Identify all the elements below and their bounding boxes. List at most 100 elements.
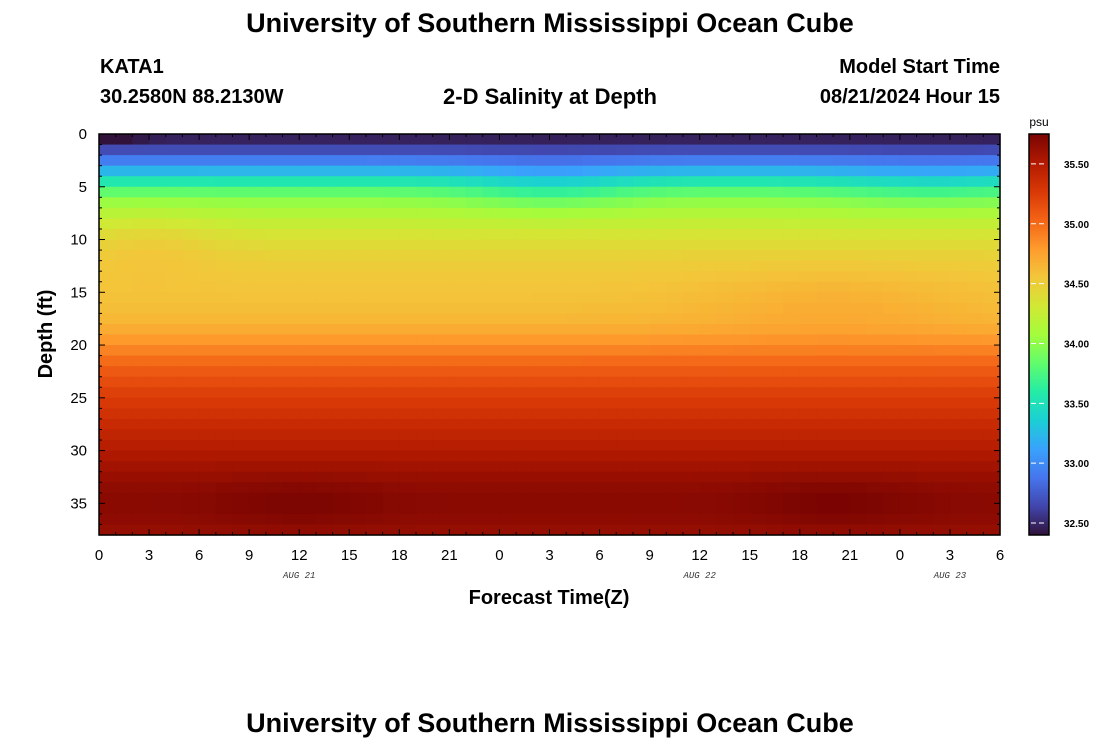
- heatmap-cell: [949, 440, 968, 452]
- heatmap-cell: [983, 281, 1001, 293]
- heatmap-cell: [532, 429, 551, 441]
- heatmap-cell: [482, 397, 501, 409]
- heatmap-cell: [449, 513, 467, 526]
- heatmap-cell: [265, 271, 284, 283]
- heatmap-cell: [432, 228, 450, 241]
- heatmap-cell: [766, 524, 784, 536]
- heatmap-cell: [249, 482, 267, 494]
- heatmap-cell: [265, 376, 284, 388]
- heatmap-cell: [215, 440, 234, 452]
- heatmap-cell: [616, 292, 634, 304]
- heatmap-cell: [99, 260, 117, 272]
- heatmap-cell: [783, 397, 801, 409]
- heatmap-cell: [816, 228, 834, 241]
- heatmap-cell: [99, 207, 117, 220]
- heatmap-cell: [599, 271, 617, 283]
- heatmap-cell: [899, 492, 918, 504]
- heatmap-cell: [749, 292, 768, 304]
- heatmap-cell: [749, 197, 768, 209]
- heatmap-cell: [682, 197, 701, 209]
- heatmap-cell: [933, 513, 951, 526]
- heatmap-cell: [315, 440, 334, 452]
- heatmap-cell: [682, 165, 701, 177]
- heatmap-cell: [833, 302, 851, 314]
- heatmap-cell: [933, 323, 951, 336]
- heatmap-cell: [599, 429, 617, 441]
- heatmap-cell: [799, 134, 818, 146]
- heatmap-cell: [149, 218, 167, 230]
- heatmap-cell: [532, 134, 551, 146]
- heatmap-cell: [149, 292, 167, 304]
- heatmap-cell: [466, 482, 484, 494]
- heatmap-cell: [332, 271, 350, 283]
- heatmap-cell: [549, 440, 567, 452]
- heatmap-cell: [232, 165, 250, 177]
- heatmap-cell: [799, 302, 818, 314]
- heatmap-cell: [749, 482, 768, 494]
- heatmap-cell: [549, 271, 567, 283]
- heatmap-cell: [783, 429, 801, 441]
- heatmap-cell: [983, 418, 1001, 431]
- heatmap-cell: [349, 376, 367, 388]
- heatmap-cell: [282, 471, 300, 483]
- heatmap-cell: [949, 323, 968, 336]
- heatmap-cell: [149, 271, 167, 283]
- heatmap-cell: [616, 366, 634, 378]
- heatmap-cell: [399, 366, 417, 378]
- heatmap-cell: [566, 376, 584, 388]
- heatmap-cell: [466, 313, 484, 325]
- heatmap-cell: [516, 345, 534, 357]
- heatmap-cell: [532, 186, 551, 198]
- heatmap-cell: [332, 482, 350, 494]
- heatmap-cell: [282, 250, 300, 262]
- heatmap-cell: [182, 292, 200, 304]
- heatmap-cell: [733, 345, 751, 357]
- heatmap-cell: [966, 323, 984, 336]
- heatmap-cell: [549, 292, 567, 304]
- heatmap-cell: [849, 165, 868, 177]
- heatmap-cell: [883, 334, 901, 346]
- heatmap-cell: [682, 355, 701, 367]
- heatmap-cell: [883, 471, 901, 483]
- heatmap-cell: [582, 207, 601, 220]
- heatmap-cell: [516, 323, 534, 336]
- heatmap-cell: [582, 302, 601, 314]
- heatmap-cell: [632, 186, 651, 198]
- heatmap-cell: [649, 292, 667, 304]
- heatmap-cell: [299, 165, 317, 177]
- heatmap-cell: [382, 323, 400, 336]
- heatmap-cell: [165, 197, 184, 209]
- heatmap-cell: [482, 207, 501, 220]
- heatmap-cell: [182, 250, 200, 262]
- heatmap-cell: [599, 176, 617, 188]
- heatmap-cell: [716, 418, 734, 431]
- heatmap-cell: [532, 271, 551, 283]
- heatmap-cell: [315, 366, 334, 378]
- heatmap-cell: [949, 355, 968, 367]
- heatmap-cell: [265, 144, 284, 156]
- heatmap-cell: [649, 239, 667, 251]
- heatmap-cell: [749, 492, 768, 504]
- heatmap-cell: [666, 513, 684, 526]
- heatmap-cell: [165, 250, 184, 262]
- heatmap-cell: [432, 440, 450, 452]
- heatmap-cell: [883, 313, 901, 325]
- heatmap-cell: [482, 271, 501, 283]
- heatmap-cell: [315, 250, 334, 262]
- heatmap-cell: [949, 144, 968, 156]
- heatmap-cell: [616, 302, 634, 314]
- heatmap-cell: [716, 492, 734, 504]
- heatmap-cell: [733, 271, 751, 283]
- heatmap-cell: [799, 271, 818, 283]
- heatmap-cell: [866, 250, 884, 262]
- heatmap-cell: [899, 165, 918, 177]
- heatmap-cell: [399, 176, 417, 188]
- x-tick-label: 3: [545, 547, 553, 564]
- heatmap-cell: [699, 334, 717, 346]
- heatmap-cell: [382, 418, 400, 431]
- heatmap-cell: [499, 408, 517, 420]
- y-tick-label: 35: [70, 495, 87, 512]
- heatmap-cell: [966, 418, 984, 431]
- heatmap-cell: [399, 440, 417, 452]
- heatmap-cell: [983, 218, 1001, 230]
